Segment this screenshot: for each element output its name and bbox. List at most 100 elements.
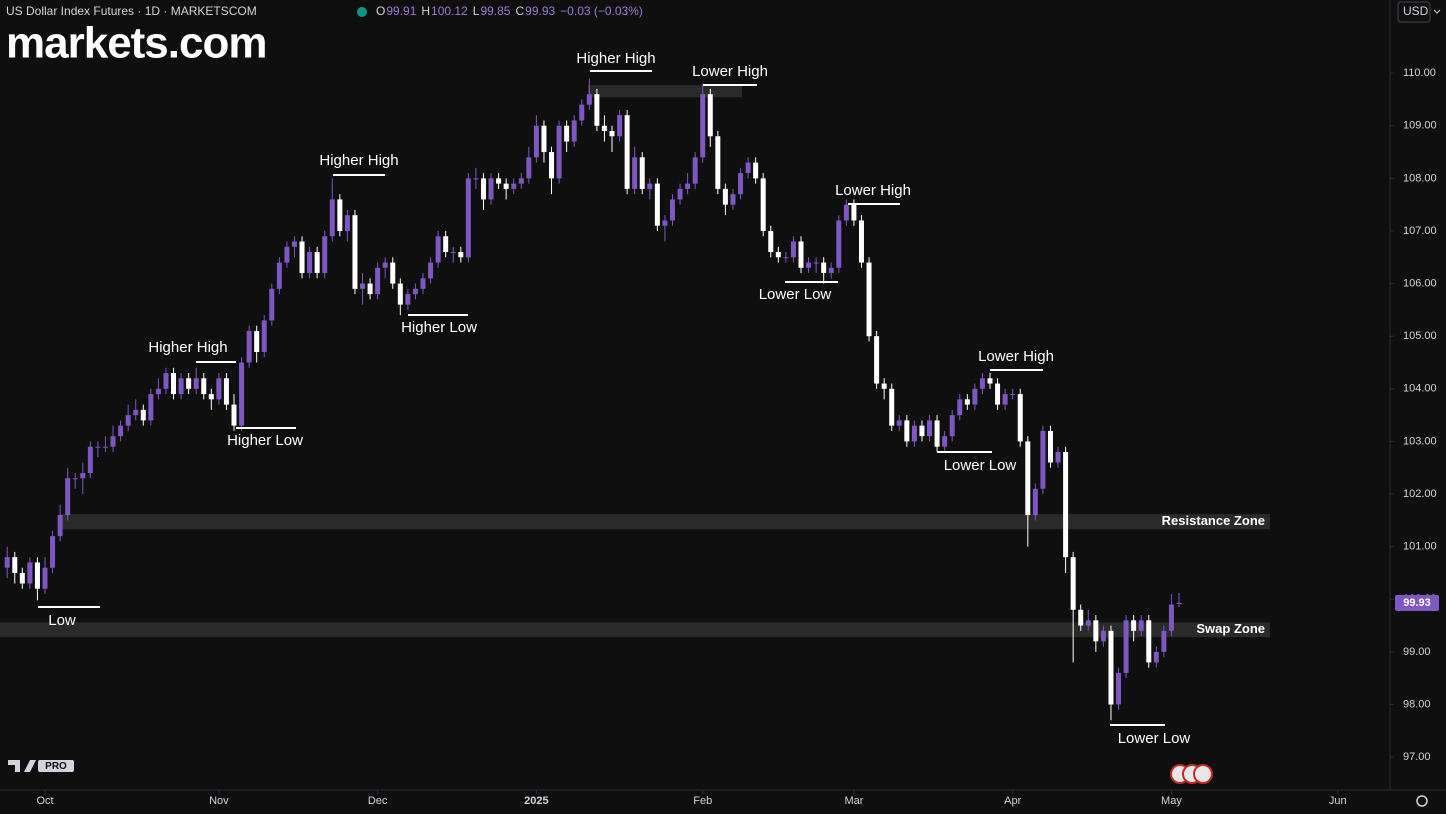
candle-body	[284, 246, 290, 263]
candle-body	[246, 330, 252, 363]
candle-body	[102, 446, 108, 448]
x-tick-label: Jun	[1329, 795, 1347, 807]
candle-body	[1063, 451, 1069, 558]
candle-body	[65, 478, 71, 516]
annotation: Lower High	[978, 348, 1054, 365]
candle-body	[1040, 430, 1046, 489]
candle-body	[322, 236, 328, 274]
candle-body	[261, 320, 267, 352]
candle-body	[397, 283, 403, 305]
candle-body	[790, 241, 796, 258]
candle-body	[783, 257, 789, 259]
candle-body	[34, 562, 40, 589]
candle-body	[133, 409, 139, 416]
candle-body	[594, 94, 600, 126]
candle-body	[911, 425, 917, 442]
candle-body	[390, 262, 396, 284]
y-tick-label: 101.00	[1403, 541, 1437, 553]
candle-body	[276, 262, 282, 289]
candle-body	[1161, 630, 1167, 652]
candle-body	[1153, 651, 1159, 663]
candle-body	[488, 178, 494, 200]
ohlc-value: 99.85	[480, 4, 510, 18]
candle-body	[919, 425, 925, 437]
x-tick-label: 2025	[524, 795, 548, 807]
candle-body	[155, 388, 161, 395]
candle-body	[775, 252, 781, 258]
candle-body	[1176, 602, 1182, 605]
candle-body	[375, 267, 381, 295]
symbol-title: US Dollar Index Futures · 1D · MARKETSCO…	[6, 4, 257, 18]
pro-badge	[38, 760, 74, 772]
x-tick-label: Oct	[36, 795, 53, 807]
annotation: Low	[48, 612, 76, 629]
candle-body	[541, 125, 547, 153]
candle-body	[601, 125, 607, 132]
plot-area	[0, 78, 1270, 721]
candle-body	[87, 446, 93, 473]
annotation: Lower Low	[944, 457, 1017, 474]
candle-body	[480, 178, 486, 200]
candle-body	[677, 188, 683, 200]
candle-body	[571, 120, 577, 142]
candle-body	[518, 178, 524, 184]
zone-label: Swap Zone	[1196, 621, 1265, 636]
candle-body	[223, 378, 229, 405]
candle-body	[685, 183, 691, 189]
annotation: Higher Low	[227, 432, 303, 449]
annotation: Higher High	[319, 152, 398, 169]
candle-body	[669, 199, 675, 221]
dropdown-icon	[1433, 9, 1441, 14]
candle-body	[964, 399, 970, 405]
candle-body	[443, 236, 449, 253]
candle-body	[148, 394, 154, 421]
candle-body	[707, 94, 713, 137]
pro-label: PRO	[45, 761, 67, 772]
candle-body	[1131, 620, 1137, 631]
candle-body	[738, 173, 744, 195]
annotation: Higher High	[148, 339, 227, 356]
candle-body	[57, 515, 63, 537]
candle-body	[760, 178, 766, 231]
zone	[0, 622, 1270, 638]
candle-body	[208, 394, 214, 400]
candle-body	[904, 420, 910, 442]
candle-body	[1108, 630, 1114, 705]
candle-body	[949, 415, 955, 437]
candle-body	[836, 220, 842, 268]
x-tick-label: Apr	[1004, 795, 1021, 807]
x-tick-label: May	[1161, 795, 1182, 807]
annotation: Lower Low	[759, 286, 832, 303]
candle-body	[866, 262, 872, 337]
candle-body	[450, 252, 456, 254]
change-label: −0.03 (−0.03%)	[560, 4, 643, 18]
candle-body	[299, 241, 305, 274]
candle-body	[617, 115, 623, 137]
candle-body	[329, 199, 335, 237]
settings-icon[interactable]	[1416, 795, 1428, 807]
y-tick-label: 106.00	[1403, 277, 1437, 289]
candle-body	[1085, 620, 1091, 626]
currency-button[interactable]	[1397, 1, 1431, 23]
y-tick-label: 105.00	[1403, 330, 1437, 342]
x-tick-label: Feb	[693, 795, 712, 807]
candle-body	[1070, 557, 1076, 610]
y-tick-label: 108.00	[1403, 172, 1437, 184]
annotation: Lower High	[835, 182, 911, 199]
candle-body	[979, 378, 985, 389]
candle-body	[1138, 620, 1144, 631]
candle-body	[987, 378, 993, 384]
candle-body	[889, 388, 895, 426]
candle-body	[556, 125, 562, 179]
candle-body	[163, 373, 169, 389]
y-tick-label: 110.00	[1403, 67, 1436, 79]
candle-body	[231, 404, 237, 426]
candle-body	[118, 425, 124, 437]
candle-body	[473, 178, 479, 180]
candle-body	[700, 94, 706, 158]
ohlc-label: C	[515, 4, 524, 18]
tv-logo: PRO	[8, 760, 74, 772]
annotation: Higher Low	[401, 319, 477, 336]
candle-body	[50, 536, 56, 568]
